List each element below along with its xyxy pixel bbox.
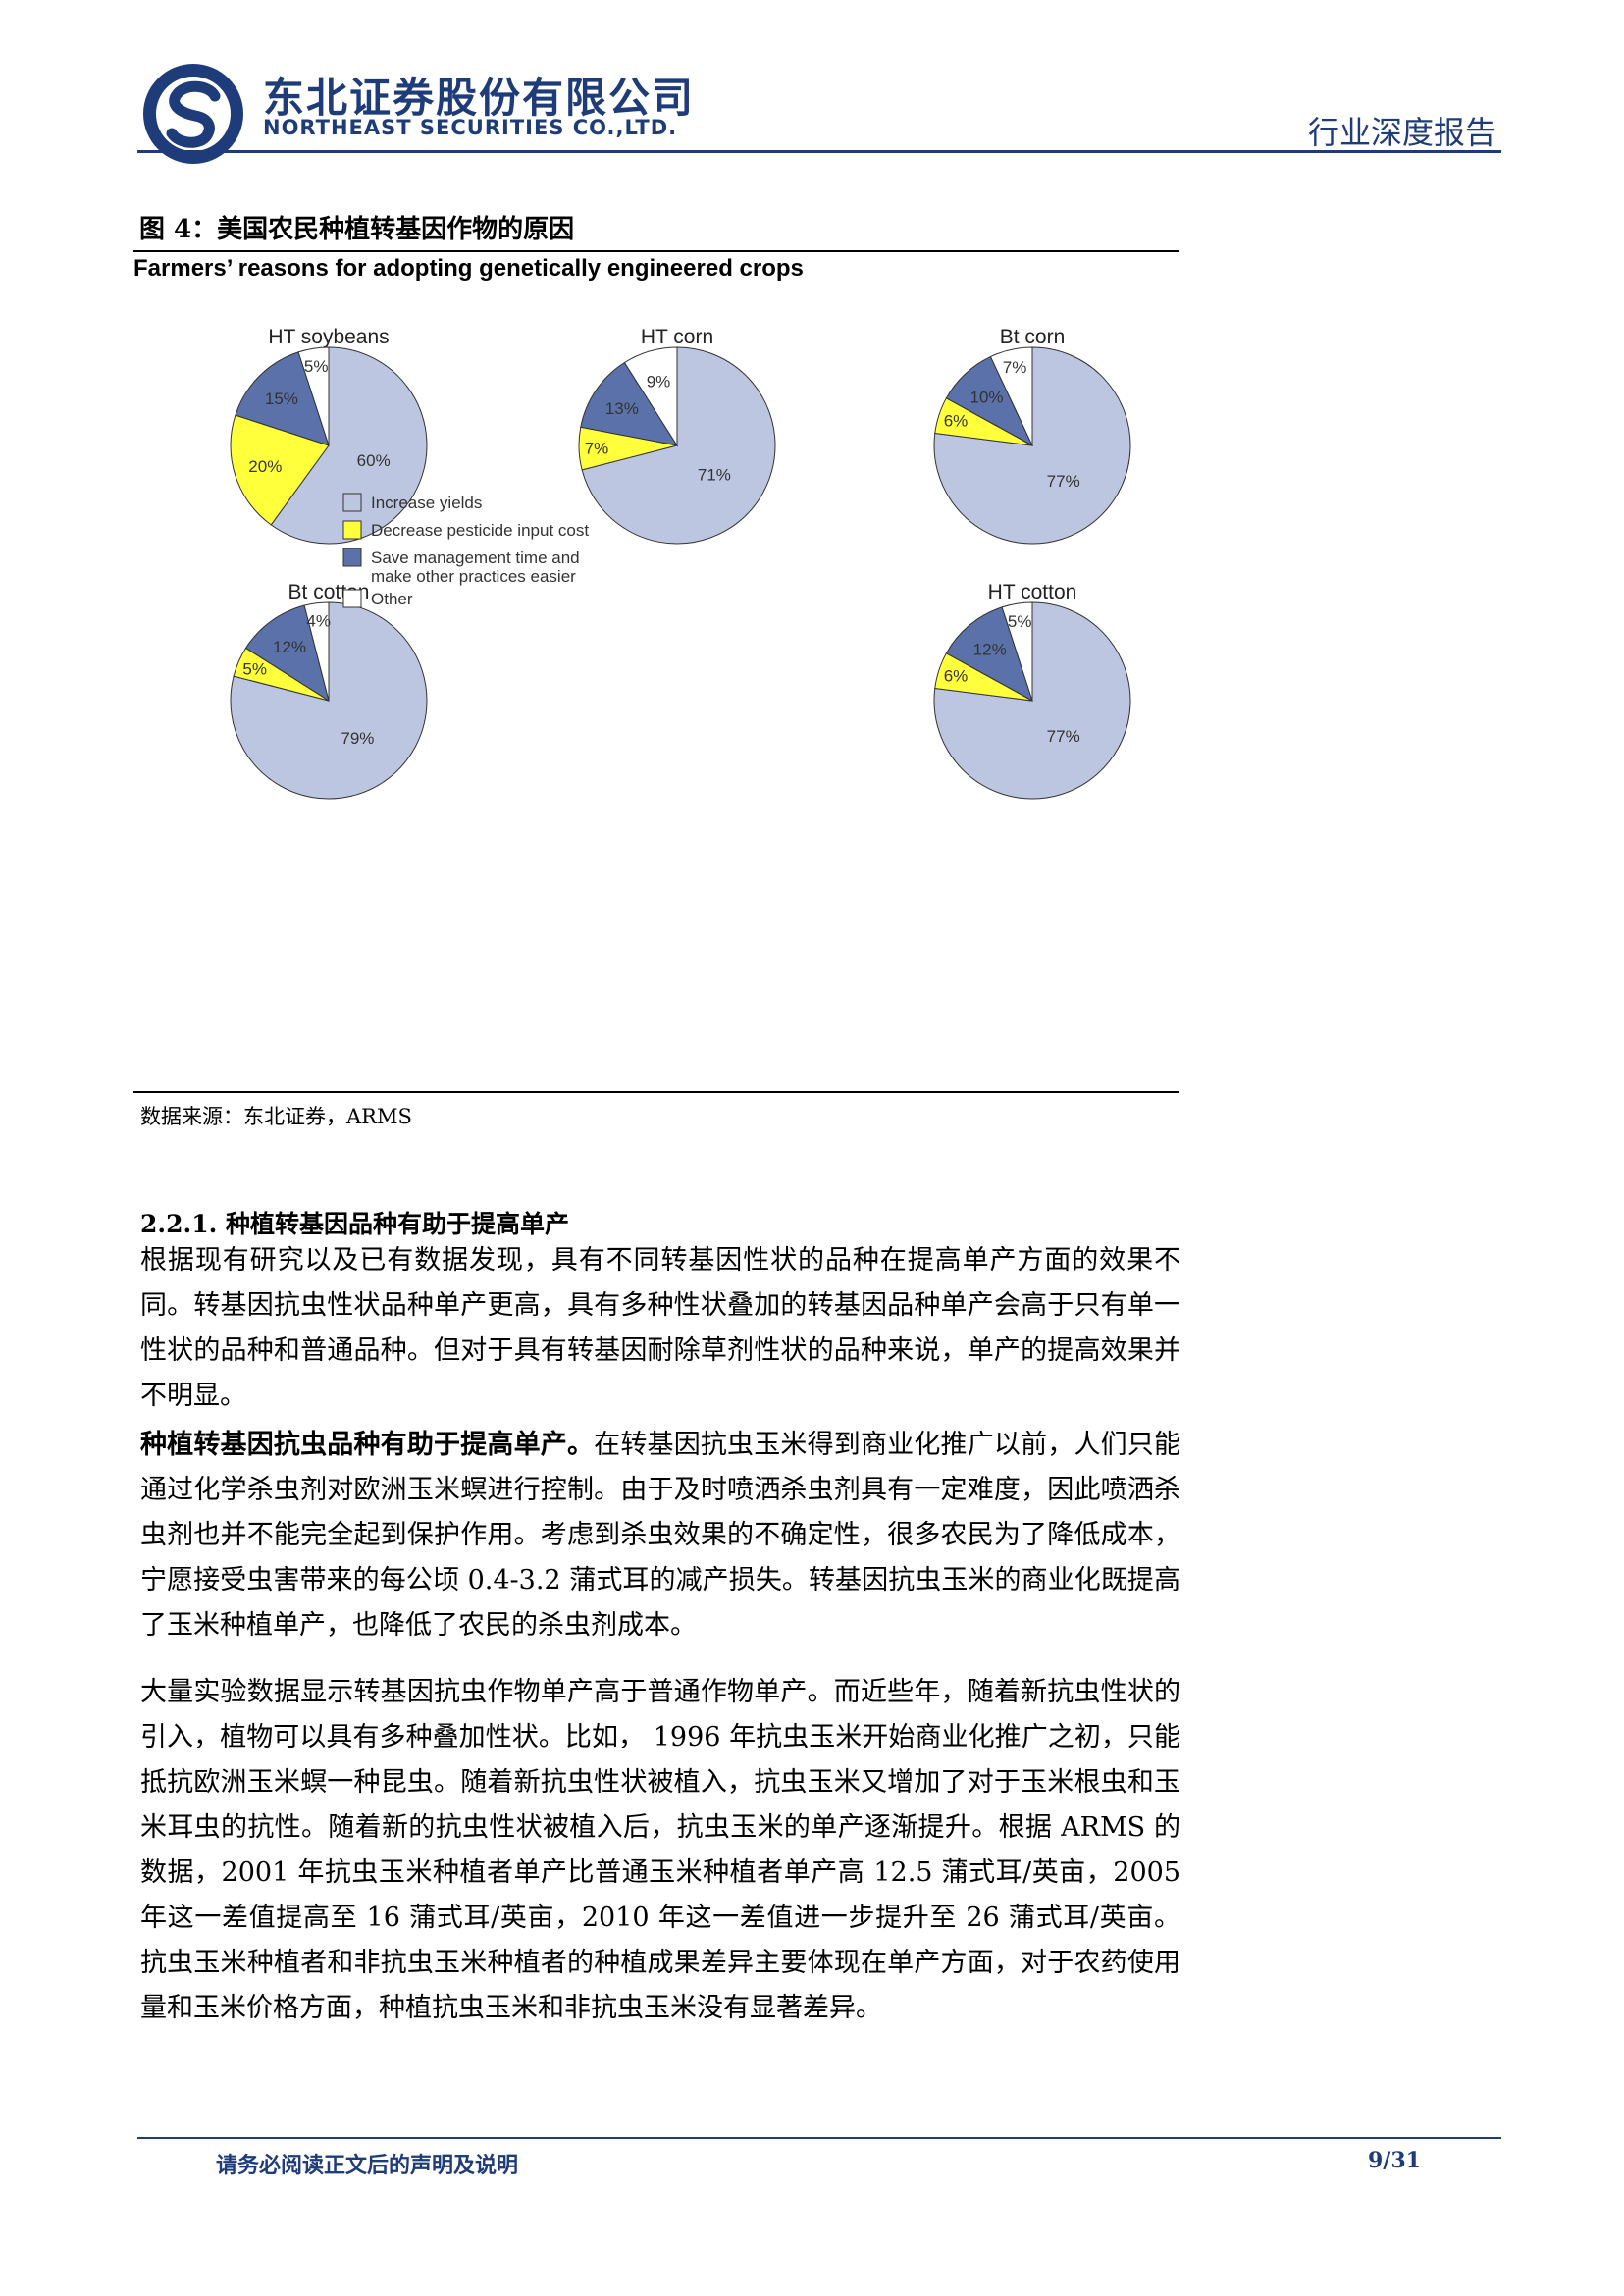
legend-label-save-management: make other practices easier bbox=[371, 567, 576, 586]
legend-swatch-increase-yields bbox=[342, 493, 362, 512]
header-divider bbox=[137, 150, 1501, 153]
pie-label: 10% bbox=[969, 388, 1003, 406]
pie-slice-save-management bbox=[580, 361, 679, 446]
pie-label: 5% bbox=[1008, 612, 1032, 631]
page-header: 东北证券股份有限公司 NORTHEAST SECURITIES CO.,LTD.… bbox=[0, 0, 1624, 167]
pie-title: HT cotton bbox=[988, 581, 1077, 603]
figure-source: 数据来源：东北证券，ARMS bbox=[140, 1105, 412, 1128]
legend-swatch-other bbox=[342, 589, 362, 608]
pie-label: 4% bbox=[306, 612, 331, 631]
page-number: 9/31 bbox=[1368, 2148, 1421, 2173]
pie-title: HT corn bbox=[641, 326, 713, 348]
legend-label-save-management: Save management time and bbox=[371, 548, 580, 567]
legend-label-increase-yields: Increase yields bbox=[371, 494, 482, 512]
pie-label: 12% bbox=[273, 638, 306, 656]
pie-label: 15% bbox=[265, 390, 298, 408]
pie-slice-increase-yields bbox=[270, 346, 428, 545]
pie-slice-save-management bbox=[235, 351, 330, 446]
chart-title: Farmers’ reasons for adopting geneticall… bbox=[133, 255, 804, 282]
figure-caption: 图 4：美国农民种植转基因作物的原因 bbox=[139, 215, 575, 244]
pie-title: HT soybeans bbox=[268, 326, 389, 348]
pie-label: 20% bbox=[248, 457, 282, 476]
pie-label: 60% bbox=[357, 451, 391, 470]
pie-label: 7% bbox=[1003, 358, 1027, 377]
footer-divider bbox=[137, 2137, 1501, 2139]
pie-title: Bt corn bbox=[1000, 326, 1066, 348]
legend-swatch-decrease-pesticide bbox=[342, 520, 362, 540]
paragraph-2-body: 在转基因抗虫玉米得到商业化推广以前，人们只能通过化学杀虫剂对欧洲玉米螟进行控制。… bbox=[140, 1430, 1181, 1641]
footer-notice: 请务必阅读正文后的声明及说明 bbox=[216, 2153, 519, 2178]
paragraph-2: 种植转基因抗虫品种有助于提高单产。在转基因抗虫玉米得到商业化推广以前，人们只能通… bbox=[140, 1423, 1180, 1648]
paragraph-2-lead: 种植转基因抗虫品种有助于提高单产。 bbox=[140, 1430, 595, 1460]
legend-swatch-save-management bbox=[342, 548, 362, 567]
pie-slice-other bbox=[1001, 601, 1033, 702]
company-logo bbox=[143, 64, 243, 164]
pie-slice-save-management bbox=[945, 606, 1033, 703]
pie-label: 71% bbox=[698, 465, 731, 484]
pie-slice-save-management bbox=[244, 604, 330, 703]
pie-label: 77% bbox=[1047, 727, 1080, 746]
figure-bottom-divider bbox=[133, 1091, 1179, 1093]
company-name-cn: 东北证券股份有限公司 bbox=[263, 74, 696, 122]
pie-charts: HT soybeans 60% 20% 15% 5% HT corn 71% 7% 13% 9% B… bbox=[230, 326, 1131, 800]
paragraph-3: 大量实验数据显示转基因抗虫作物单产高于普通作物单产。而近些年，随着新抗虫性状的引… bbox=[140, 1677, 1180, 2023]
legend-label-other: Other bbox=[371, 590, 413, 608]
pie-slice-other bbox=[623, 346, 678, 447]
pie-slice-other bbox=[297, 346, 330, 446]
figure-top-divider bbox=[133, 250, 1179, 252]
pie-label: 77% bbox=[1047, 472, 1080, 491]
pie-slice-decrease-pesticide bbox=[230, 414, 330, 526]
pie-label: 6% bbox=[944, 667, 969, 686]
pie-label: 5% bbox=[242, 659, 267, 678]
pie-label: 7% bbox=[585, 440, 609, 458]
pie-label: 9% bbox=[647, 373, 671, 391]
pie-label: 12% bbox=[973, 641, 1007, 659]
legend-label-decrease-pesticide: Decrease pesticide input cost bbox=[371, 521, 589, 540]
report-type: 行业深度报告 bbox=[1307, 114, 1496, 151]
pie-label: 79% bbox=[341, 729, 374, 748]
company-name-en: NORTHEAST SECURITIES CO.,LTD. bbox=[263, 116, 678, 139]
section-heading: 2.2.1. 种植转基因品种有助于提高单产 bbox=[140, 1210, 570, 1238]
pie-label: 5% bbox=[304, 357, 329, 376]
paragraph-1: 根据现有研究以及已有数据发现，具有不同转基因性状的品种在提高单产方面的效果不同。… bbox=[140, 1245, 1180, 1411]
pie-label: 6% bbox=[944, 412, 969, 431]
pie-slice-other bbox=[989, 346, 1033, 446]
pie-label: 13% bbox=[605, 399, 639, 418]
pie-slice-increase-yields bbox=[581, 346, 776, 545]
pie-slice-other bbox=[303, 601, 330, 702]
